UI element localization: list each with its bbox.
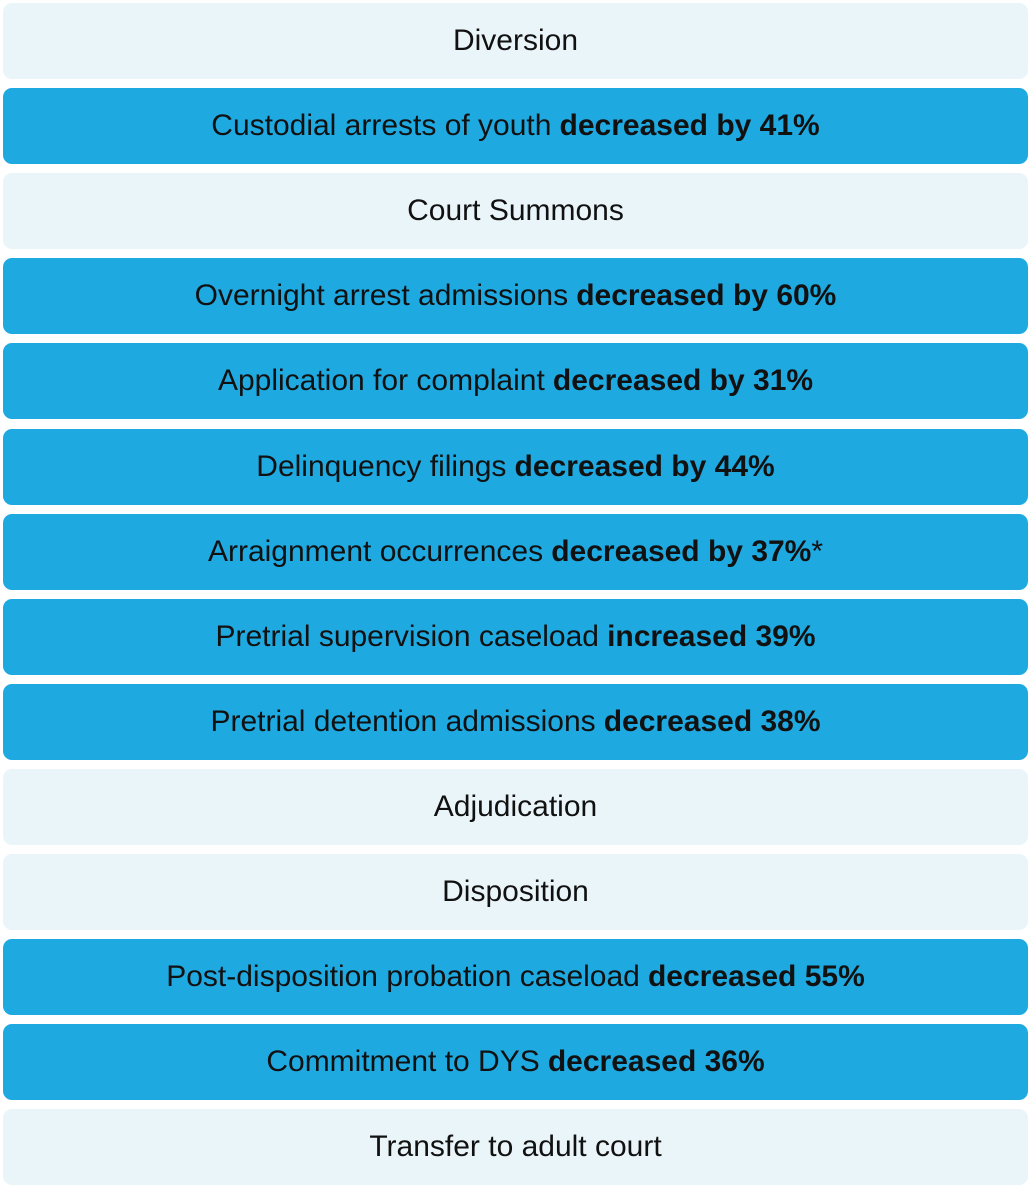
stage-label: Pretrial supervision caseload — [215, 619, 599, 653]
stage-change: decreased by 31% — [552, 364, 814, 398]
stage-change: increased 39% — [607, 619, 816, 653]
stage-row: Post-disposition probation caseload decre… — [3, 939, 1028, 1016]
stage-change: decreased by 60% — [576, 279, 837, 313]
stage-change: decreased by 44% — [514, 449, 775, 483]
stage-change: decreased 36% — [547, 1045, 765, 1079]
stage-label: Overnight arrest admissions — [194, 279, 569, 313]
stage-row: Pretrial supervision caseload increased 3… — [3, 598, 1028, 675]
stage-label: Transfer to adult court — [369, 1130, 662, 1164]
stage-row: Disposition — [3, 854, 1028, 930]
stage-change: decreased 38% — [603, 704, 821, 738]
stage-row: Diversion — [3, 3, 1028, 79]
stage-label: Adjudication — [433, 789, 598, 823]
stage-label: Court Summons — [407, 194, 624, 228]
stage-label: Diversion — [452, 24, 579, 57]
stage-row: Delinquency filings decreased by 44% — [3, 428, 1028, 505]
stage-label: Delinquency filings — [256, 449, 507, 483]
stage-change: decreased by 37% — [551, 534, 812, 568]
stage-change: decreased by 41% — [559, 109, 820, 143]
stage-row: Adjudication — [3, 768, 1028, 845]
stage-row: Pretrial detention admissions decreased 3… — [3, 683, 1028, 760]
stage-label: Post-disposition probation caseload — [166, 960, 640, 994]
stage-label: Application for complaint — [217, 364, 545, 398]
stage-label: Commitment to DYS — [266, 1045, 540, 1079]
stage-label: Disposition — [442, 875, 589, 908]
stage-row: Custodial arrests of youth decreased by 4… — [3, 88, 1028, 165]
stage-row: Court Summons — [3, 173, 1028, 250]
stage-change: decreased 55% — [647, 960, 865, 994]
stage-note: * — [811, 534, 824, 568]
stage-row: Overnight arrest admissions decreased by … — [3, 258, 1028, 335]
stage-label: Custodial arrests of youth — [211, 109, 552, 143]
stage-label: Pretrial detention admissions — [210, 704, 596, 738]
stage-label: Arraignment occurrences — [207, 534, 544, 568]
stage-row: Application for complaint decreased by 31… — [3, 343, 1028, 420]
stage-row: Arraignment occurrences decreased by 37% * — [3, 513, 1028, 590]
stage-row: Commitment to DYS decreased 36% — [3, 1024, 1028, 1101]
stage-row: Transfer to adult court — [3, 1109, 1028, 1186]
